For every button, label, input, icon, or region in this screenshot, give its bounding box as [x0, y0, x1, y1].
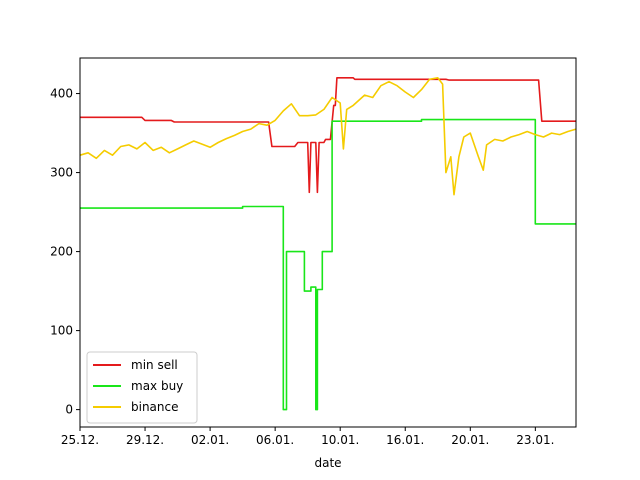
- x-tick-label: 10.01.: [321, 433, 359, 447]
- plot-frame: [79, 57, 577, 428]
- x-tick-label: 02.01.: [191, 433, 229, 447]
- x-tick-label: 25.12.: [61, 433, 99, 447]
- y-tick-label: 200: [50, 245, 73, 259]
- y-axis: 0 100 200 300 400: [50, 87, 80, 417]
- x-tick-label: 23.01.: [516, 433, 554, 447]
- legend-label: binance: [131, 400, 179, 414]
- y-tick-label: 0: [65, 403, 73, 417]
- series-layer: [79, 77, 577, 411]
- legend-box: [86, 351, 198, 424]
- x-tick-label: 16.01.: [386, 433, 424, 447]
- x-tick-label: 06.01.: [256, 433, 294, 447]
- x-tick-label: 29.12.: [126, 433, 164, 447]
- legend-label: max buy: [131, 379, 183, 393]
- y-tick-label: 100: [50, 324, 73, 338]
- series-line-min-sell: [80, 77, 576, 194]
- y-tick-label: 400: [50, 87, 73, 101]
- series-line-max-buy: [80, 118, 576, 411]
- x-tick-label: 20.01.: [451, 433, 489, 447]
- y-tick-label: 300: [50, 166, 73, 180]
- x-axis: 25.12. 29.12. 02.01. 06.01. 10.01. 16.01. 20.0…: [61, 427, 554, 447]
- series-line-binance: [79, 77, 577, 196]
- legend-label: min sell: [131, 358, 178, 372]
- legend: min sell max buy binance: [86, 351, 198, 424]
- x-axis-label: date: [314, 456, 341, 470]
